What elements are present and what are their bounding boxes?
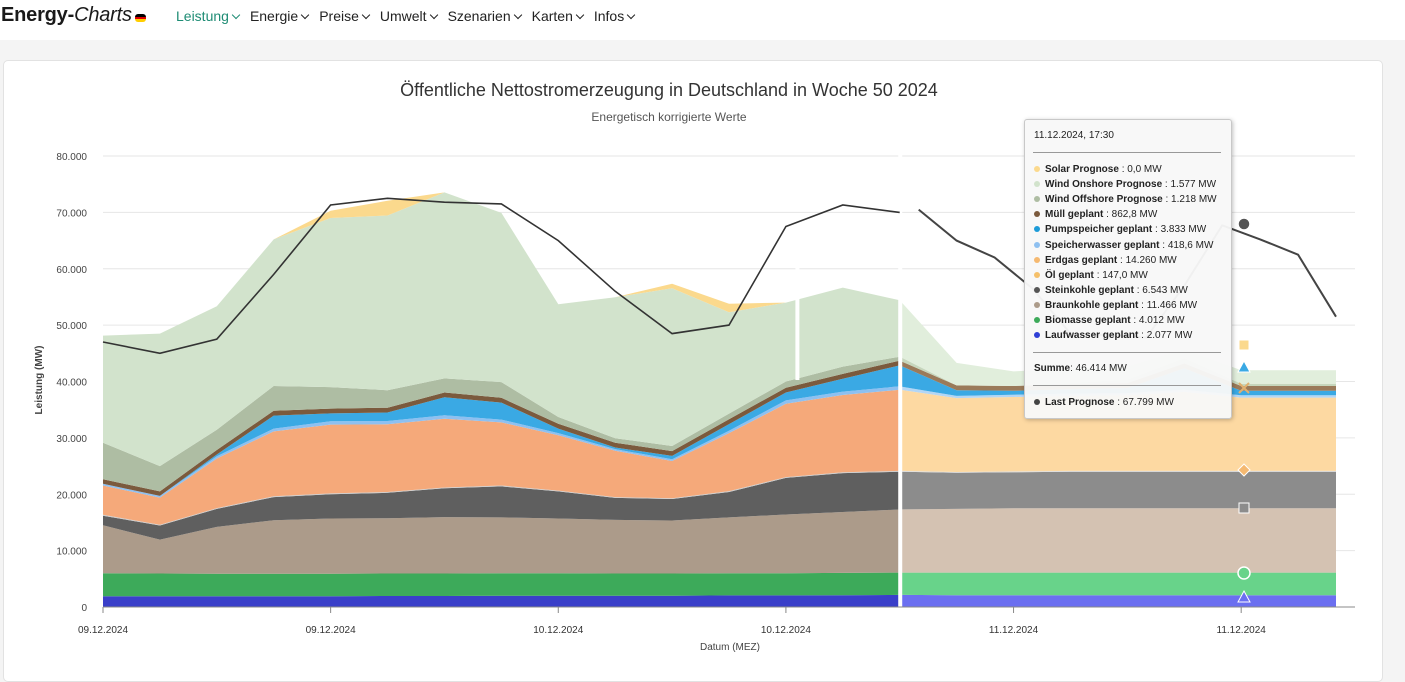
y-tick-label: 20.000	[56, 490, 87, 501]
area-wind-offshore	[103, 356, 900, 492]
forecast-divider	[898, 151, 903, 607]
germany-flag-icon	[134, 14, 146, 22]
brand-logo[interactable]: Energy-Charts	[1, 4, 146, 27]
hover-marker	[1237, 566, 1251, 580]
y-tick-label: 70.000	[56, 208, 87, 219]
nav-umwelt[interactable]: Umwelt	[380, 8, 438, 24]
area-forecast-öl	[902, 470, 1336, 473]
x-tick-label: 11.12.2024	[989, 625, 1039, 636]
area-solar	[103, 192, 900, 336]
series-dot-icon	[1034, 211, 1040, 218]
tooltip-load: Last Prognose : 67.799 MW	[1034, 397, 1174, 408]
area-steinkohle	[103, 471, 900, 540]
y-tick-label: 10.000	[56, 547, 87, 558]
area-erdgas	[103, 389, 900, 525]
hover-markers	[1237, 217, 1251, 603]
brand-dash: -	[67, 4, 75, 26]
nav-energie[interactable]: Energie	[250, 8, 310, 24]
y-tick-label: 40.000	[56, 378, 87, 389]
chart-title: Öffentliche Nettostromerzeugung in Deuts…	[400, 80, 938, 100]
nav-infos[interactable]: Infos	[594, 8, 636, 24]
area-forecast-laufwasser	[902, 594, 1336, 607]
area-pumpspeicher	[103, 365, 900, 496]
chart-subtitle: Energetisch korrigierte Werte	[591, 110, 747, 124]
nav-szenarien[interactable]: Szenarien	[448, 8, 522, 24]
y-tick-label: 0	[81, 603, 87, 614]
series-dot-icon	[1034, 166, 1040, 172]
tooltip-header: 11.12.2024, 17:30	[1034, 130, 1114, 141]
tooltip-row: Speicherwasser geplant : 418,6 MW	[1034, 240, 1213, 251]
tooltip-row: Braunkohle geplant : 11.466 MW	[1034, 300, 1197, 311]
data-gap	[795, 260, 800, 380]
series-dot-icon	[1034, 256, 1040, 263]
tooltip-row: Wind Onshore Prognose : 1.577 MW	[1034, 179, 1216, 190]
x-tick-label: 09.12.2024	[78, 625, 128, 636]
area-braunkohle	[103, 509, 900, 574]
series-dot-icon	[1034, 196, 1040, 203]
hover-marker	[1237, 359, 1251, 373]
area-biomasse	[103, 572, 900, 597]
area-forecast-braunkohle	[902, 508, 1336, 573]
main-nav: Leistung Energie Preise Umwelt Szenarien…	[176, 8, 645, 24]
tooltip-row: Biomasse geplant : 4.012 MW	[1034, 315, 1185, 326]
series-dot-icon	[1034, 271, 1040, 278]
x-tick-label: 10.12.2024	[761, 625, 811, 636]
hover-marker	[1237, 463, 1251, 477]
nav-leistung[interactable]: Leistung	[176, 8, 241, 24]
axes: 0 10.000 20.000 30.000 40.000 50.000 60.000 70.…	[56, 152, 1355, 636]
tooltip-row: Öl geplant : 147,0 MW	[1034, 270, 1148, 281]
y-axis-label: Leistung (MW)	[34, 346, 45, 415]
y-tick-label: 80.000	[56, 152, 87, 163]
tooltip-row: Laufwasser geplant : 2.077 MW	[1034, 330, 1192, 341]
tooltip-divider	[1033, 152, 1221, 153]
area-forecast-biomasse	[902, 572, 1336, 596]
x-tick-label: 09.12.2024	[306, 625, 356, 636]
series-dot-icon	[1034, 286, 1040, 293]
brand-energy: Energy	[1, 4, 68, 26]
y-tick-label: 30.000	[56, 434, 87, 445]
tooltip-sum: Summe: 46.414 MW	[1034, 363, 1127, 374]
series-dot-icon	[1034, 301, 1040, 308]
y-tick-label: 60.000	[56, 265, 87, 276]
tooltip-row: Solar Prognose : 0,0 MW	[1034, 164, 1162, 175]
top-navbar: Energy-Charts Leistung Energie Preise Um…	[0, 0, 1405, 40]
tooltip-row: Steinkohle geplant : 6.543 MW	[1034, 285, 1188, 296]
series-dot-icon	[1034, 241, 1040, 248]
tooltip-row: Müll geplant : 862,8 MW	[1034, 209, 1157, 220]
tooltip-divider	[1033, 352, 1221, 353]
area-speicherwasser	[103, 386, 900, 498]
area-forecast-steinkohle	[902, 471, 1336, 510]
tooltip-row: Pumpspeicher geplant : 3.833 MW	[1034, 224, 1206, 235]
x-tick-label: 11.12.2024	[1217, 625, 1267, 636]
series-dot-icon	[1034, 332, 1040, 339]
brand-charts: Charts	[74, 4, 132, 26]
load-dot-icon	[1034, 399, 1040, 405]
area-laufwasser	[103, 594, 900, 607]
hover-marker	[1238, 339, 1250, 351]
tooltip-divider	[1033, 385, 1221, 386]
tooltip-row: Erdgas geplant : 14.260 MW	[1034, 255, 1177, 266]
area-wind-onshore	[103, 192, 900, 467]
load-series-line	[102, 197, 900, 355]
series-dot-icon	[1034, 317, 1040, 323]
series-dot-icon	[1034, 226, 1040, 233]
series-dot-icon	[1034, 181, 1040, 188]
nav-preise[interactable]: Preise	[319, 8, 371, 24]
hover-marker	[1237, 589, 1251, 603]
x-axis-label: Datum (MEZ)	[700, 642, 760, 653]
x-tick-label: 10.12.2024	[533, 625, 583, 636]
hover-marker	[1238, 382, 1250, 394]
chart-tooltip: 11.12.2024, 17:30 Solar Prognose : 0,0 M…	[1024, 119, 1232, 419]
y-tick-label: 50.000	[56, 321, 87, 332]
hover-marker	[1238, 502, 1250, 514]
nav-karten[interactable]: Karten	[532, 8, 585, 24]
hover-marker	[1237, 217, 1251, 231]
tooltip-row: Wind Offshore Prognose : 1.218 MW	[1034, 194, 1217, 205]
